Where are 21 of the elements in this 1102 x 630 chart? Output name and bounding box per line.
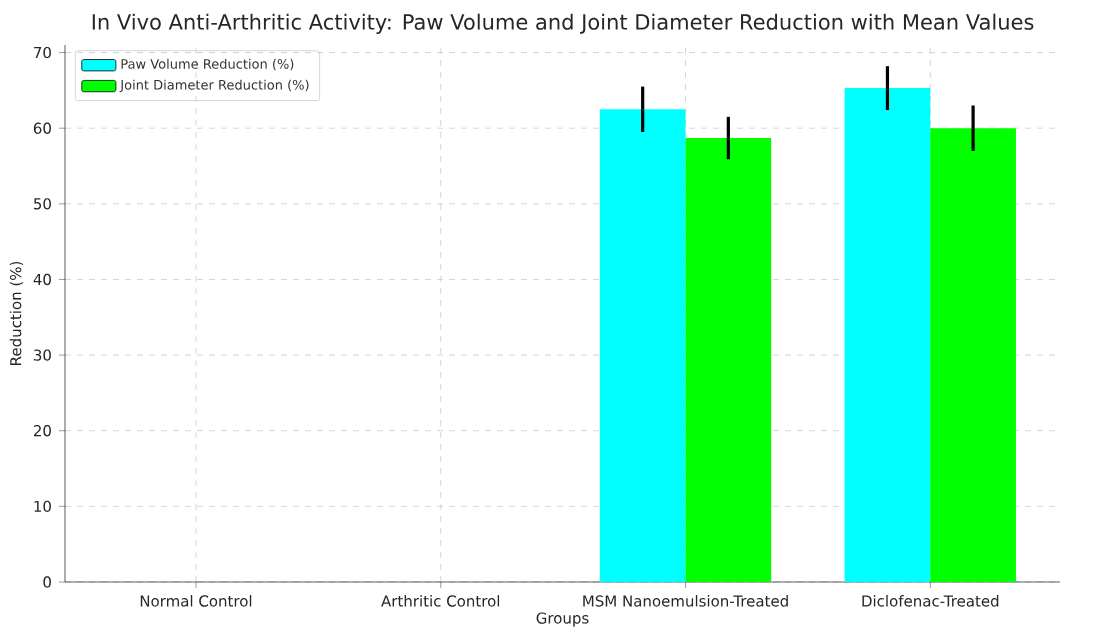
x-tick-label: Diclofenac-Treated xyxy=(862,595,999,607)
y-tick-label: 20 xyxy=(33,425,51,437)
legend-label: Paw Volume Reduction (%) xyxy=(121,58,294,71)
y-tick-label: 60 xyxy=(33,122,51,134)
y-tick-label: 40 xyxy=(33,273,51,286)
y-tick-label: 10 xyxy=(34,500,51,513)
chart-title: In Vivo Anti-Arthritic Activity: Paw Volume and Joint Diameter Reduction with Mean Values xyxy=(92,13,1034,34)
bar xyxy=(930,128,1016,582)
y-tick-label: 0 xyxy=(43,576,51,588)
y-tick-label: 70 xyxy=(34,46,51,59)
x-axis-title: Groups xyxy=(536,612,589,627)
y-axis-title: Reduction (%) xyxy=(9,261,24,365)
x-tick-label: Arthritic Control xyxy=(381,595,500,607)
bar xyxy=(685,138,772,582)
x-tick-label: Normal Control xyxy=(140,595,252,607)
bar xyxy=(599,109,686,582)
x-tick-label: MSM Nanoemulsion-Treated xyxy=(583,595,788,607)
y-tick-label: 50 xyxy=(34,198,51,210)
y-tick-label: 30 xyxy=(33,349,51,361)
legend-label: Joint Diameter Reduction (%) xyxy=(119,79,309,93)
bar xyxy=(844,88,931,582)
